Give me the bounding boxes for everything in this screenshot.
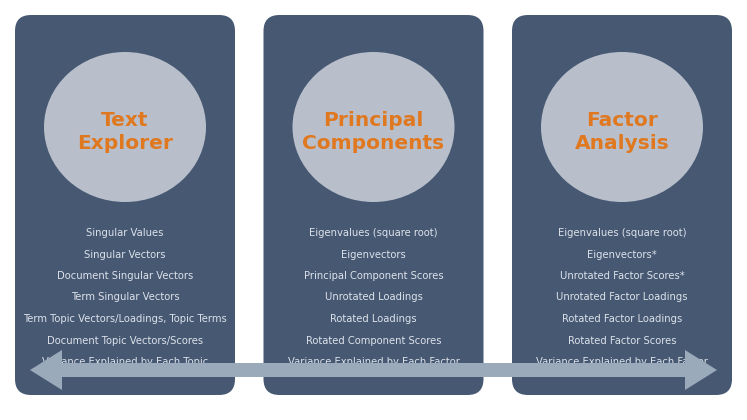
FancyBboxPatch shape (15, 15, 235, 395)
Text: Term Topic Vectors/Loadings, Topic Terms: Term Topic Vectors/Loadings, Topic Terms (23, 314, 227, 324)
FancyBboxPatch shape (512, 15, 732, 395)
Text: Eigenvectors*: Eigenvectors* (587, 249, 657, 260)
Polygon shape (685, 350, 717, 390)
FancyBboxPatch shape (264, 15, 483, 395)
Text: Unrotated Factor Loadings: Unrotated Factor Loadings (557, 292, 688, 302)
Text: Term Singular Vectors: Term Singular Vectors (71, 292, 179, 302)
Text: Principal Component Scores: Principal Component Scores (304, 271, 443, 281)
Text: Eigenvalues (square root): Eigenvalues (square root) (558, 228, 686, 238)
Text: Principal
Components: Principal Components (303, 111, 444, 153)
Text: Document Singular Vectors: Document Singular Vectors (57, 271, 193, 281)
Text: Factor
Analysis: Factor Analysis (574, 111, 669, 153)
Ellipse shape (44, 52, 206, 202)
Text: Variance Explained by Each Factor: Variance Explained by Each Factor (288, 357, 459, 367)
Text: Unrotated Loadings: Unrotated Loadings (324, 292, 423, 302)
Text: Rotated Loadings: Rotated Loadings (330, 314, 417, 324)
Text: Singular Values: Singular Values (87, 228, 164, 238)
Ellipse shape (541, 52, 703, 202)
Text: Eigenvalues (square root): Eigenvalues (square root) (309, 228, 438, 238)
Text: Variance Explained by Each Topic: Variance Explained by Each Topic (42, 357, 208, 367)
Text: Singular Vectors: Singular Vectors (84, 249, 166, 260)
Text: Rotated Factor Loadings: Rotated Factor Loadings (562, 314, 682, 324)
Text: Eigenvectors: Eigenvectors (341, 249, 406, 260)
Text: Document Topic Vectors/Scores: Document Topic Vectors/Scores (47, 336, 203, 346)
Polygon shape (30, 350, 62, 390)
Text: Rotated Component Scores: Rotated Component Scores (306, 336, 441, 346)
FancyBboxPatch shape (58, 363, 689, 377)
Text: Text
Explorer: Text Explorer (77, 111, 173, 153)
Text: Variance Explained by Each Factor: Variance Explained by Each Factor (536, 357, 708, 367)
Text: Unrotated Factor Scores*: Unrotated Factor Scores* (560, 271, 684, 281)
Text: Rotated Factor Scores: Rotated Factor Scores (568, 336, 676, 346)
Ellipse shape (293, 52, 454, 202)
